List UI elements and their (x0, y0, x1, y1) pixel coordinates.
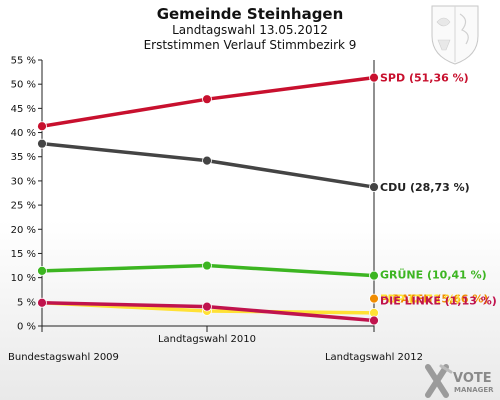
y-tick-label: 0 % (17, 322, 36, 333)
y-tick-label: 35 % (11, 152, 36, 163)
end-label-spd: SPD (51,36 %) (380, 72, 469, 85)
y-tick-label: 25 % (11, 201, 36, 212)
chart-subtitle-date: Landtagswahl 13.05.2012 (172, 23, 328, 37)
series-group (37, 72, 379, 326)
x-tick-label: Landtagswahl 2012 (325, 352, 423, 363)
data-point-die-linke (202, 301, 212, 312)
data-point-gr-ne (369, 270, 379, 281)
y-tick-label: 50 % (11, 80, 36, 91)
data-point-die-linke (369, 315, 379, 326)
axes (41, 60, 375, 330)
data-point-gr-ne (37, 265, 47, 276)
end-label-piraten: PIRATEN (5,66 %) (380, 293, 488, 306)
data-point-cdu (202, 155, 212, 166)
data-point-die-linke (37, 297, 47, 308)
series-end-labels: SPD (51,36 %) CDU (28,73 %) GRÜNE (10,41 %… (380, 72, 497, 308)
y-tick-label: 20 % (11, 225, 36, 236)
chart-subtitle-description: Erststimmen Verlauf Stimmbezirk 9 (144, 38, 357, 52)
y-tick-label: 5 % (17, 297, 36, 308)
end-label-die-linke: DIE LINKE (1,13 %) (380, 295, 497, 308)
y-axis-ticks: 0 % 5 % 10 % 15 % 20 % 25 % 30 % 35 % 40 % 45 % 50… (11, 56, 42, 333)
y-tick-label: 15 % (11, 249, 36, 260)
chart-title: Gemeinde Steinhagen (157, 5, 344, 23)
end-label-fdp: FDP (2,71 %) (380, 292, 461, 305)
x-tick-label: Landtagswahl 2010 (158, 334, 256, 345)
end-label-cdu: CDU (28,73 %) (380, 181, 470, 194)
data-point-spd (202, 94, 212, 105)
vote-manager-logo: VOTE MANAGER (425, 364, 494, 398)
data-point-spd (37, 121, 47, 132)
data-point-piraten (369, 293, 379, 304)
y-tick-label: 30 % (11, 176, 36, 187)
y-tick-label: 10 % (11, 273, 36, 284)
y-tick-label: 55 % (11, 56, 36, 67)
data-point-cdu (37, 138, 47, 149)
y-tick-label: 45 % (11, 104, 36, 115)
x-axis-ticks: Bundestagswahl 2009 Landtagswahl 2010 Land… (8, 326, 423, 363)
coat-of-arms-icon (431, 5, 479, 65)
logo-vote-text: VOTE (453, 371, 492, 386)
x-mark-icon (425, 364, 453, 398)
logo-manager-text: MANAGER (454, 386, 494, 394)
y-tick-label: 40 % (11, 128, 36, 139)
data-point-spd (369, 72, 379, 83)
data-point-cdu (369, 182, 379, 192)
end-label-gr-ne: GRÜNE (10,41 %) (380, 268, 487, 282)
x-tick-label: Bundestagswahl 2009 (8, 352, 119, 363)
data-point-gr-ne (202, 260, 212, 271)
